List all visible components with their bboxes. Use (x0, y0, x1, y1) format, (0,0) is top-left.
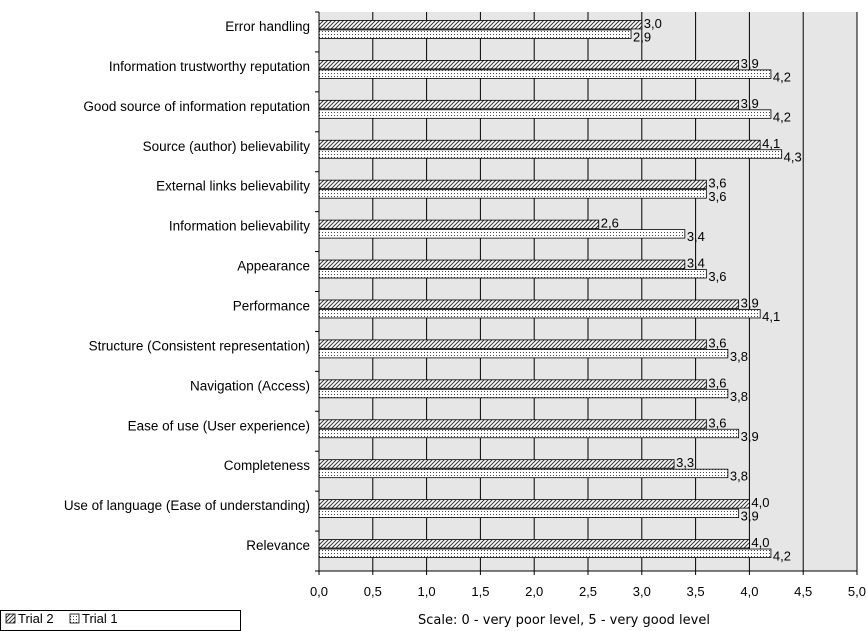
category-label: Completeness (224, 458, 311, 473)
data-label: 3,4 (687, 256, 705, 271)
category-label: Use of language (Ease of understanding) (64, 498, 310, 513)
bar-trial-1 (318, 548, 772, 558)
data-label: 3,9 (741, 295, 759, 310)
bar-trial-1 (318, 229, 686, 239)
data-label: 4,1 (762, 309, 780, 324)
data-label: 3,6 (708, 375, 726, 390)
x-tick-label: 5,0 (848, 584, 866, 599)
bar-trial-2 (318, 459, 675, 469)
axes (315, 11, 858, 575)
x-tick-label: 0,5 (364, 584, 382, 599)
category-label: Information trustworthy reputation (109, 59, 310, 74)
data-label: 3,6 (708, 176, 726, 191)
bar-trial-2 (318, 99, 740, 110)
x-tick-label: 3,5 (687, 584, 705, 599)
category-label: Source (author) believability (143, 139, 311, 154)
bar-trial-2 (318, 179, 707, 190)
bar-trial-2 (318, 299, 740, 309)
bar-trial-2 (318, 20, 643, 30)
bar-trial-2 (318, 419, 707, 429)
bar-trial-1 (318, 109, 772, 119)
bar-trial-2 (318, 499, 750, 509)
data-label: 4,2 (773, 109, 791, 124)
data-label: 4,0 (751, 495, 769, 510)
x-tick-labels: 0,0 0,5 1,0 1,5 2,0 2,5 3,0 3,5 4,0 4,5 5,0 (310, 584, 866, 599)
data-labels: 3,02,93,94,23,94,24,14,33,63,62,63,43,43… (601, 16, 802, 564)
category-label: Navigation (Access) (190, 378, 310, 393)
bar-trial-1 (318, 149, 783, 159)
category-labels: Error handling Information trustworthy re… (64, 19, 310, 553)
bar-trial-1 (318, 269, 707, 279)
bar-trial-1 (318, 348, 729, 359)
data-label: 3,6 (708, 415, 726, 430)
category-label: Good source of information reputation (83, 99, 310, 114)
data-label: 3,6 (708, 189, 726, 204)
x-tick-label: 1,5 (471, 584, 489, 599)
x-axis-label: Scale: 0 - very poor level, 5 - very goo… (418, 613, 710, 628)
data-label: 3,8 (730, 349, 748, 364)
legend-swatch-trial-2 (5, 613, 16, 624)
bar-trial-1 (318, 189, 707, 199)
bars (318, 20, 783, 558)
category-label: Relevance (246, 538, 310, 553)
data-label: 3,9 (741, 56, 759, 71)
category-label: Information believability (169, 219, 310, 234)
x-tick-label: 3,0 (633, 584, 651, 599)
data-label: 4,2 (773, 549, 791, 564)
x-tick-label: 1,0 (418, 584, 436, 599)
bar-trial-1 (318, 468, 729, 479)
bar-trial-2 (318, 339, 707, 349)
data-label: 4,1 (762, 136, 780, 151)
bar-trial-1 (318, 388, 729, 399)
category-label: Performance (233, 298, 310, 313)
legend: Trial 2 Trial 1 (0, 610, 241, 631)
bar-trial-2 (318, 59, 740, 70)
category-label: External links believability (156, 179, 310, 194)
bar-trial-2 (318, 219, 600, 230)
data-label: 3,9 (741, 429, 759, 444)
category-label: Error handling (225, 19, 310, 34)
data-label: 3,9 (741, 96, 759, 111)
data-label: 2,6 (601, 216, 619, 231)
category-label: Structure (Consistent representation) (89, 338, 310, 353)
x-tick-label: 0,0 (310, 584, 328, 599)
data-label: 3,8 (730, 469, 748, 484)
bar-trial-1 (318, 428, 740, 439)
legend-label-trial-2: Trial 2 (18, 611, 54, 626)
category-label: Ease of use (User experience) (128, 418, 310, 433)
bar-trial-1 (318, 29, 632, 39)
data-label: 4,3 (784, 149, 802, 164)
x-tick-label: 2,0 (525, 584, 543, 599)
data-label: 3,6 (708, 269, 726, 284)
data-label: 3,8 (730, 389, 748, 404)
legend-label-trial-1: Trial 1 (82, 611, 118, 626)
bar-trial-2 (318, 139, 761, 150)
bar-trial-1 (318, 69, 772, 79)
x-tick-label: 4,5 (794, 584, 812, 599)
data-label: 3,4 (687, 229, 705, 244)
bar-trial-2 (318, 259, 686, 269)
x-tick-label: 2,5 (579, 584, 597, 599)
category-label: Appearance (237, 259, 310, 274)
legend-swatch-trial-1 (69, 613, 80, 624)
data-label: 3,3 (676, 455, 694, 470)
bar-trial-2 (318, 539, 750, 549)
bar-trial-2 (318, 379, 707, 389)
data-label: 4,0 (751, 535, 769, 550)
bar-trial-1 (318, 309, 761, 319)
data-label: 3,9 (741, 509, 759, 524)
data-label: 4,2 (773, 69, 791, 84)
x-tick-label: 4,0 (740, 584, 758, 599)
data-label: 3,6 (708, 335, 726, 350)
data-label: 3,0 (644, 16, 662, 31)
data-label: 2,9 (633, 29, 651, 44)
bar-trial-1 (318, 508, 740, 519)
